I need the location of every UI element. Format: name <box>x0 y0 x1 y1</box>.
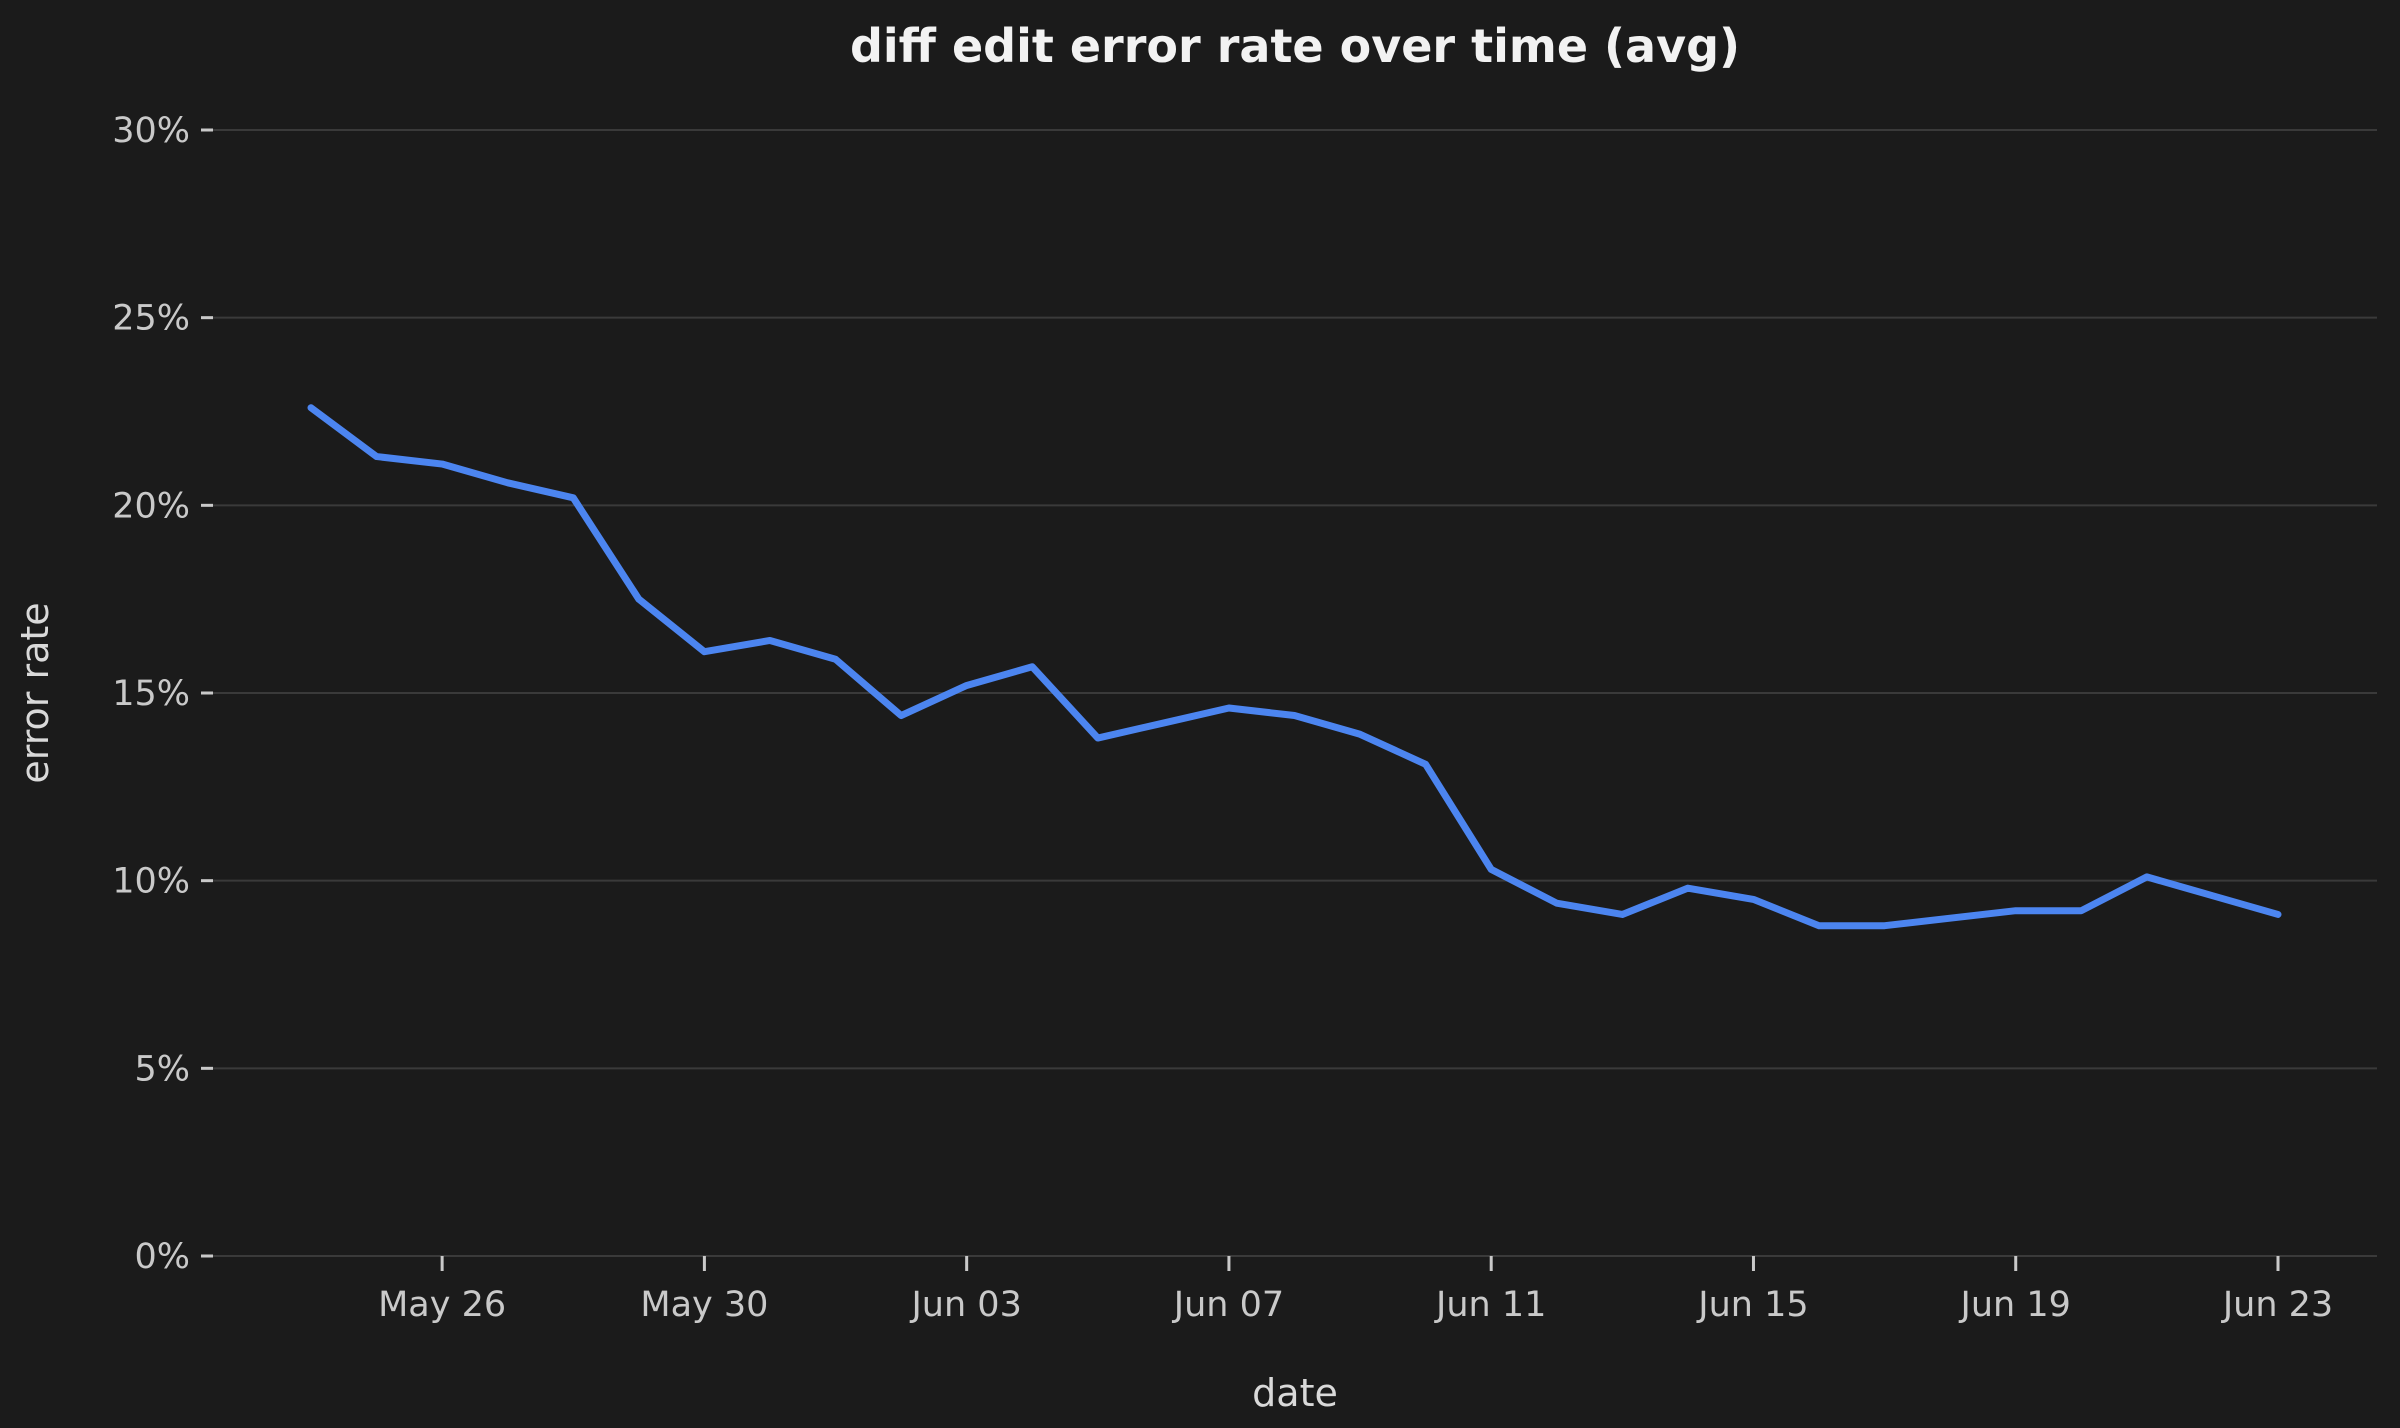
x-tick-label: Jun 03 <box>909 1285 1021 1325</box>
x-axis-label: date <box>1252 1371 1338 1415</box>
y-axis-label: error rate <box>13 602 57 783</box>
y-tick-label: 15% <box>112 674 190 714</box>
y-tick-label: 0% <box>134 1237 190 1277</box>
x-tick-label: Jun 07 <box>1172 1285 1284 1325</box>
x-tick-label: May 30 <box>640 1285 768 1325</box>
x-axis-ticks: May 26 May 30 Jun 03 Jun 07 Jun 11 Jun 15 Jun … <box>378 1256 2333 1325</box>
x-tick-label: Jun 11 <box>1434 1285 1546 1325</box>
y-tick-label: 30% <box>112 111 190 151</box>
chart-title: diff edit error rate over time (avg) <box>850 19 1740 73</box>
x-tick-label: Jun 23 <box>2221 1285 2333 1325</box>
x-tick-label: Jun 15 <box>1696 1285 1808 1325</box>
x-tick-label: May 26 <box>378 1285 506 1325</box>
y-tick-label: 20% <box>112 486 190 526</box>
x-tick-label: Jun 19 <box>1959 1285 2071 1325</box>
y-tick-label: 25% <box>112 299 190 339</box>
y-axis-ticks: 0% 5% 10% 15% 20% 25% 30% <box>112 111 213 1277</box>
y-tick-label: 10% <box>112 862 190 902</box>
error-rate-series-line <box>307 404 2282 930</box>
y-tick-label: 5% <box>134 1049 190 1089</box>
gridlines <box>213 129 2377 1257</box>
